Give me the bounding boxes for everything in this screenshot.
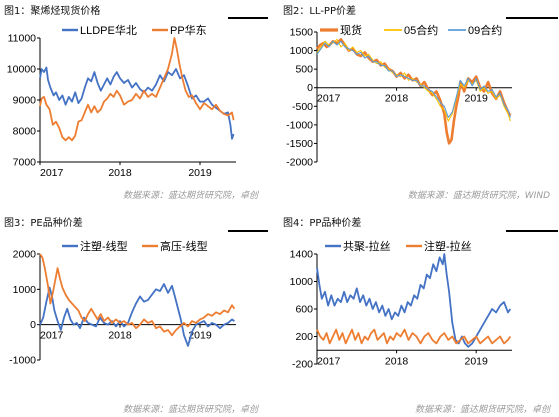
chart-pe-variety-spread: -1000 0 1000 2000 2017 2018 2019 注塑-线型 高压-线型	[9, 239, 236, 367]
legend-label-1: LLDPE华北	[80, 23, 137, 37]
x-tick-label: 2017	[40, 330, 64, 342]
figure-title-4: 图4：PP品种价差	[283, 218, 362, 229]
title-rule-4	[506, 230, 558, 232]
chart-spot-prices: 7000 8000 9000 10000 11000 2017 2018 2019 LLDPE华…	[7, 23, 236, 179]
x-tick-label: 2019	[188, 167, 212, 179]
figure-title-2: 图2：LL-PP价差	[283, 6, 356, 17]
series-line-2	[39, 253, 236, 337]
series-line-1	[39, 283, 235, 347]
x-tick-label: 2019	[188, 330, 212, 342]
y-tick-label: -1500	[286, 138, 313, 150]
legend-label-1: 共聚-拉丝	[343, 239, 391, 253]
source-note-3: 数据来源：盛达期货研究院，卓创	[122, 405, 258, 415]
y-tick-label: 2000	[13, 249, 37, 261]
y-tick-label: 1400	[290, 249, 314, 261]
title-rule-1	[228, 17, 268, 19]
y-tick-label: -1000	[286, 119, 313, 131]
y-tick-label: -2000	[286, 157, 313, 169]
y-tick-label: 1000	[290, 45, 314, 57]
y-tick-label: 1000	[290, 276, 314, 288]
series-line-2	[39, 37, 235, 142]
y-tick-label: 500	[295, 64, 313, 76]
chart-ll-pp-spread: -2000 -1500 -1000 -500 0 500 1000 1500 2017 2018 2…	[286, 23, 512, 169]
x-tick-label: 2018	[385, 93, 409, 105]
y-tick-label: 0	[307, 82, 313, 94]
x-tick-label: 2018	[385, 355, 409, 367]
legend-label-1: 现货	[340, 23, 362, 37]
series-line-2	[316, 328, 512, 345]
y-tick-label: -200	[292, 359, 313, 371]
x-tick-label: 2017	[317, 93, 341, 105]
chart-pp-variety-spread: -200 200 600 1000 1400 2017 2018 2019 共聚-拉丝 注塑-拉丝	[290, 239, 512, 371]
y-tick-label: 7000	[13, 157, 37, 169]
legend-label-1: 注塑-线型	[80, 239, 128, 253]
series-line-1	[39, 66, 235, 140]
y-tick-label: 8000	[13, 126, 37, 138]
figure-title-3: 图3：PE品种价差	[4, 218, 83, 229]
source-note-4: 数据来源：盛达期货研究院，卓创	[414, 405, 550, 415]
x-tick-label: 2019	[465, 355, 489, 367]
y-tick-label: 11000	[8, 33, 37, 45]
x-tick-label: 2018	[108, 167, 132, 179]
y-tick-label: 0	[30, 319, 36, 331]
y-tick-label: -500	[292, 101, 313, 113]
y-tick-label: -1000	[9, 355, 36, 367]
y-tick-label: 10000	[7, 64, 36, 76]
series-line-1	[316, 253, 512, 348]
x-tick-label: 2017	[40, 167, 64, 179]
y-tick-label: 200	[295, 331, 313, 343]
y-tick-label: 9000	[13, 95, 37, 107]
title-rule-3	[228, 230, 268, 232]
legend-label-2: PP华东	[170, 23, 207, 37]
source-note-2: 数据来源：盛达期货研究院，WIND	[407, 191, 550, 201]
legend-label-2: 高压-线型	[160, 239, 208, 253]
x-tick-label: 2018	[108, 330, 132, 342]
y-tick-label: 600	[295, 304, 313, 316]
figure-title-1: 图1：聚烯烃现货价格	[4, 6, 101, 17]
legend-label-2: 注塑-拉丝	[424, 239, 472, 253]
series-line-3	[316, 40, 511, 118]
title-rule-2	[506, 17, 558, 19]
x-tick-label: 2017	[317, 355, 341, 367]
series-line-1	[316, 38, 512, 145]
legend-label-3: 09合约	[468, 23, 502, 37]
legend-label-2: 05合约	[404, 23, 438, 37]
y-tick-label: 1000	[13, 284, 37, 296]
source-note-1: 数据来源：盛达期货研究院，卓创	[122, 191, 258, 201]
x-tick-label: 2019	[465, 93, 489, 105]
y-tick-label: 1500	[290, 27, 314, 39]
